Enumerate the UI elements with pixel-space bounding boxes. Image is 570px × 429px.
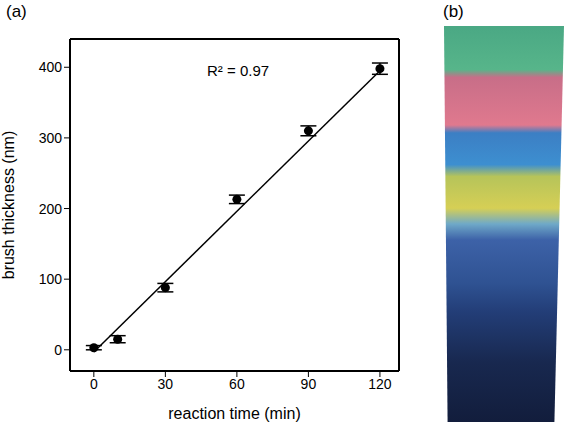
html-text:R² = 0.97: R² = 0.97 bbox=[207, 62, 270, 79]
svg-text:reaction time (min): reaction time (min) bbox=[168, 405, 300, 422]
svg-text:0: 0 bbox=[54, 342, 62, 358]
html-text:(a): (a) bbox=[6, 2, 27, 21]
svg-text:30: 30 bbox=[158, 376, 174, 392]
svg-text:120: 120 bbox=[368, 376, 392, 392]
svg-text:400: 400 bbox=[39, 59, 63, 75]
svg-text:100: 100 bbox=[39, 271, 63, 287]
svg-text:0: 0 bbox=[90, 376, 98, 392]
svg-text:200: 200 bbox=[39, 201, 63, 217]
svg-text:300: 300 bbox=[39, 130, 63, 146]
svg-text:brush thickness (nm): brush thickness (nm) bbox=[0, 131, 17, 280]
html-text:(b): (b) bbox=[443, 2, 464, 21]
svg-text:60: 60 bbox=[229, 376, 245, 392]
svg-text:90: 90 bbox=[301, 376, 317, 392]
